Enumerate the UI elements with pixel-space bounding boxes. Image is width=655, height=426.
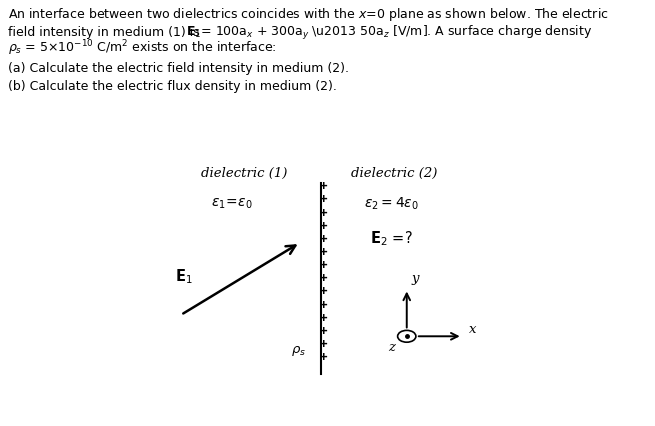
Text: +: + — [320, 232, 328, 245]
Text: (a) Calculate the electric field intensity in medium (2).: (a) Calculate the electric field intensi… — [8, 62, 349, 75]
Text: +: + — [320, 180, 328, 193]
Text: An interface between two dielectrics coincides with the $\it{x}$=0 plane as show: An interface between two dielectrics coi… — [8, 6, 608, 23]
Text: $\mathbf{E}_2$ =?: $\mathbf{E}_2$ =? — [370, 229, 413, 248]
Text: +: + — [320, 206, 328, 219]
Text: +: + — [320, 193, 328, 206]
Text: dielectric (1): dielectric (1) — [201, 166, 288, 179]
Text: y: y — [412, 272, 419, 285]
Text: $\rho_s$ = 5$\times$10$^{-10}$ C/m$^2$ exists on the interface:: $\rho_s$ = 5$\times$10$^{-10}$ C/m$^2$ e… — [8, 38, 276, 58]
Text: field intensity in medium (1) is: field intensity in medium (1) is — [8, 26, 208, 39]
Text: +: + — [320, 298, 328, 311]
Text: $\varepsilon_2 = 4\varepsilon_0$: $\varepsilon_2 = 4\varepsilon_0$ — [364, 196, 419, 212]
Text: z: z — [388, 340, 396, 353]
Text: +: + — [320, 245, 328, 258]
Text: +: + — [320, 259, 328, 271]
Text: +: + — [320, 337, 328, 350]
Text: +: + — [320, 285, 328, 298]
Text: $\rho_s$: $\rho_s$ — [291, 343, 307, 357]
Text: +: + — [320, 350, 328, 363]
Text: $\mathbf{E}_1$= 100a$_x$ + 300a$_y$ \u2013 50a$_z$ [V/m]. A surface charge densi: $\mathbf{E}_1$= 100a$_x$ + 300a$_y$ \u20… — [186, 24, 592, 42]
Text: $\mathbf{E}_1$: $\mathbf{E}_1$ — [175, 267, 192, 285]
Text: +: + — [320, 272, 328, 285]
Text: $\varepsilon_1\!=\!\varepsilon_0$: $\varepsilon_1\!=\!\varepsilon_0$ — [211, 196, 252, 211]
Text: dielectric (2): dielectric (2) — [351, 166, 438, 179]
Text: (b) Calculate the electric flux density in medium (2).: (b) Calculate the electric flux density … — [8, 80, 337, 93]
Text: +: + — [320, 219, 328, 232]
Text: x: x — [469, 322, 476, 335]
Text: +: + — [320, 311, 328, 324]
Text: +: + — [320, 324, 328, 337]
